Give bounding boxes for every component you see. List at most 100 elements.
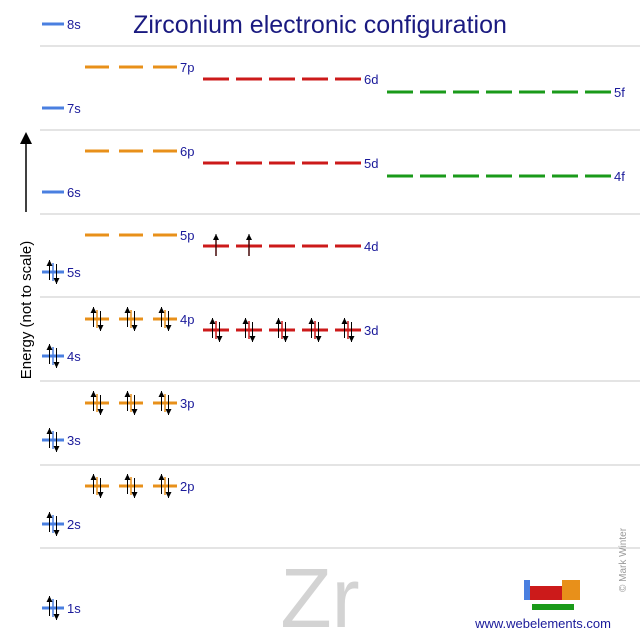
orbital-5p: 5p: [85, 228, 194, 243]
orbital-3p-box-3: [153, 391, 177, 415]
electron-spin-down-icon: [165, 325, 172, 331]
electron-spin-down-icon: [165, 492, 172, 498]
electron-spin-up-icon: [242, 318, 249, 324]
electron-spin-up-icon: [308, 318, 315, 324]
orbital-label-4f: 4f: [614, 169, 625, 184]
orbital-5s: 5s: [42, 260, 81, 284]
orbital-2s-box-1: [42, 512, 64, 536]
orbital-3s-box-1: [42, 428, 64, 452]
orbital-1s: 1s: [42, 596, 81, 620]
orbital-label-3p: 3p: [180, 396, 194, 411]
logo-p-block: [562, 580, 580, 600]
orbital-4f: 4f: [387, 169, 625, 184]
electron-spin-down-icon: [165, 409, 172, 415]
electron-spin-up-icon: [158, 474, 165, 480]
orbital-label-5d: 5d: [364, 156, 378, 171]
electron-spin-down-icon: [53, 362, 60, 368]
orbital-7p: 7p: [85, 60, 194, 75]
orbital-label-5f: 5f: [614, 85, 625, 100]
copyright-notice: © Mark Winter: [618, 527, 629, 592]
orbital-3d: 3d: [203, 318, 378, 342]
logo-f-block: [532, 604, 574, 610]
energy-axis: Energy (not to scale): [18, 132, 35, 379]
orbital-label-7p: 7p: [180, 60, 194, 75]
electron-spin-down-icon: [53, 614, 60, 620]
electron-spin-down-icon: [131, 409, 138, 415]
orbital-3d-box-4: [302, 318, 328, 342]
electron-spin-up-icon: [341, 318, 348, 324]
electron-spin-down-icon: [216, 336, 223, 342]
orbital-label-8s: 8s: [67, 17, 81, 32]
orbital-4s: 4s: [42, 344, 81, 368]
orbital-1s-box-1: [42, 596, 64, 620]
orbital-3p: 3p: [85, 391, 194, 415]
electron-spin-down-icon: [282, 336, 289, 342]
orbital-6s: 6s: [42, 185, 81, 200]
electron-spin-up-icon: [46, 596, 53, 602]
electron-spin-down-icon: [97, 325, 104, 331]
orbital-label-2p: 2p: [180, 479, 194, 494]
diagram-title: Zirconium electronic configuration: [133, 11, 507, 39]
orbital-2s: 2s: [42, 512, 81, 536]
electron-spin-up-icon: [90, 307, 97, 313]
orbital-label-1s: 1s: [67, 601, 81, 616]
electron-spin-up-icon: [46, 428, 53, 434]
shell-separators: [40, 45, 640, 549]
orbital-5f: 5f: [387, 85, 625, 100]
orbital-8s: 8s: [42, 17, 81, 32]
electron-spin-up-icon: [46, 512, 53, 518]
electron-spin-up-icon: [90, 474, 97, 480]
electron-spin-down-icon: [131, 492, 138, 498]
orbital-6p: 6p: [85, 144, 194, 159]
orbital-4s-box-1: [42, 344, 64, 368]
orbital-label-5s: 5s: [67, 265, 81, 280]
periodic-table-logo: [524, 580, 580, 610]
electron-spin-down-icon: [53, 446, 60, 452]
orbital-5s-box-1: [42, 260, 64, 284]
element-symbol: Zr: [280, 551, 359, 640]
electron-spin-up-icon: [124, 307, 131, 313]
electron-spin-up-icon: [275, 318, 282, 324]
electron-spin-up-icon: [158, 391, 165, 397]
electron-spin-up-icon: [158, 307, 165, 313]
orbital-4p-box-2: [119, 307, 143, 331]
electron-spin-up-icon: [46, 260, 53, 266]
orbital-label-2s: 2s: [67, 517, 81, 532]
orbital-3d-box-2: [236, 318, 262, 342]
orbital-3d-box-1: [203, 318, 229, 342]
orbital-3d-box-5: [335, 318, 361, 342]
orbital-3p-box-1: [85, 391, 109, 415]
orbital-4p: 4p: [85, 307, 194, 331]
orbital-4d-box-2: [236, 234, 262, 256]
electron-spin-up-icon: [246, 234, 252, 240]
orbital-label-7s: 7s: [67, 101, 81, 116]
orbital-2p: 2p: [85, 474, 194, 498]
orbital-5d: 5d: [203, 156, 378, 171]
electron-spin-up-icon: [46, 344, 53, 350]
website-link[interactable]: www.webelements.com: [474, 616, 611, 631]
orbital-label-3d: 3d: [364, 323, 378, 338]
electron-spin-down-icon: [348, 336, 355, 342]
orbital-7s: 7s: [42, 101, 81, 116]
y-axis-label: Energy (not to scale): [18, 241, 35, 379]
orbital-4d: 4d: [203, 234, 378, 256]
electron-spin-down-icon: [97, 492, 104, 498]
electron-spin-up-icon: [124, 391, 131, 397]
logo-s-block: [524, 580, 530, 600]
orbital-label-6d: 6d: [364, 72, 378, 87]
orbital-4p-box-3: [153, 307, 177, 331]
logo-d-block: [530, 586, 562, 600]
electron-spin-down-icon: [131, 325, 138, 331]
orbital-2p-box-3: [153, 474, 177, 498]
orbital-2p-box-1: [85, 474, 109, 498]
electron-spin-up-icon: [124, 474, 131, 480]
orbital-label-3s: 3s: [67, 433, 81, 448]
electron-spin-down-icon: [315, 336, 322, 342]
electron-spin-up-icon: [209, 318, 216, 324]
orbital-label-4p: 4p: [180, 312, 194, 327]
orbital-levels: 1s 2s 2p 3s 3p 4s 3d 4p 5s 4d 5p 6s 4f 5d 6p 7s 5f 6d 7p 8s: [42, 17, 625, 620]
orbital-3d-box-3: [269, 318, 295, 342]
orbital-3p-box-2: [119, 391, 143, 415]
orbital-2p-box-2: [119, 474, 143, 498]
